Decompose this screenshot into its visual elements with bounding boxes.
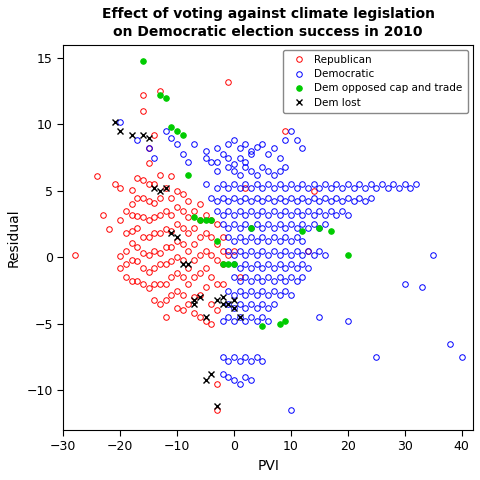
X-axis label: PVI: PVI [257,459,279,473]
Y-axis label: Residual: Residual [7,208,21,267]
Title: Effect of voting against climate legislation
on Democratic election success in 2: Effect of voting against climate legisla… [102,7,435,39]
Legend: Republican, Democratic, Dem opposed cap and trade, Dem lost: Republican, Democratic, Dem opposed cap … [283,50,468,113]
